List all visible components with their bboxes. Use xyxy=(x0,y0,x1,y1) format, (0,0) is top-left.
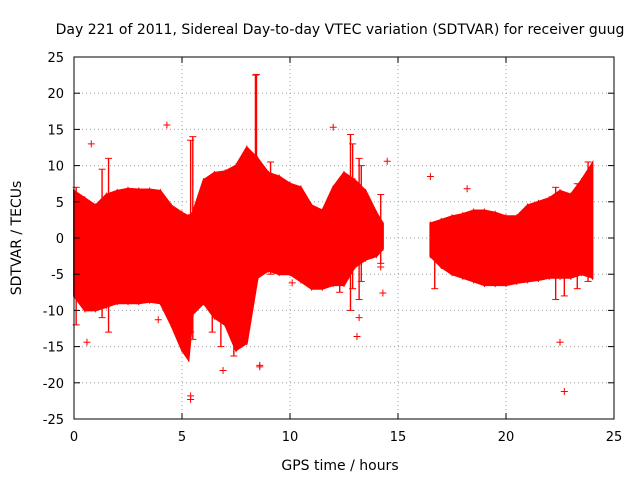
y-tick-label: 10 xyxy=(47,160,64,175)
data-point xyxy=(187,395,195,403)
y-tick-label: 20 xyxy=(47,87,64,102)
y-tick-label: -20 xyxy=(43,377,64,392)
data-point xyxy=(560,387,568,395)
axis-ticks: 0 5 10 15 20 25 -25 -20 -15 -10 -5 0 5 10 15 20 25 xyxy=(43,51,623,445)
data-point xyxy=(329,123,337,131)
data-point xyxy=(426,172,434,180)
x-tick-label: 15 xyxy=(390,430,407,445)
chart-title: Day 221 of 2011, Sidereal Day-to-day VTE… xyxy=(56,22,625,38)
data-point xyxy=(379,289,387,297)
y-tick-label: -10 xyxy=(43,304,64,319)
data-cloud xyxy=(73,145,594,363)
data-point xyxy=(377,263,385,271)
y-tick-label: 0 xyxy=(56,232,64,247)
data-point xyxy=(87,140,95,148)
data-point xyxy=(353,332,361,340)
x-axis-label: GPS time / hours xyxy=(281,458,398,474)
data-point xyxy=(383,157,391,165)
data-point xyxy=(463,185,471,193)
data-point xyxy=(154,316,162,324)
y-axis-label: SDTVAR / TECUs xyxy=(9,181,25,296)
x-tick-label: 0 xyxy=(70,430,78,445)
y-tick-label: 5 xyxy=(56,196,64,211)
data-point xyxy=(163,121,171,129)
y-tick-label: -15 xyxy=(43,341,64,356)
data-point xyxy=(288,279,296,287)
y-tick-label: 25 xyxy=(47,51,64,66)
y-tick-label: -25 xyxy=(43,413,64,428)
data-point xyxy=(219,366,227,374)
data-point xyxy=(355,314,363,322)
data-points xyxy=(72,73,592,403)
y-tick-label: 15 xyxy=(47,123,64,138)
data-band-late xyxy=(429,160,594,287)
x-tick-label: 20 xyxy=(498,430,515,445)
data-band-early xyxy=(73,145,384,363)
data-point xyxy=(83,338,91,346)
data-point xyxy=(556,338,564,346)
data-point xyxy=(256,363,264,371)
x-tick-label: 10 xyxy=(282,430,299,445)
y-tick-label: -5 xyxy=(51,268,64,283)
x-tick-label: 25 xyxy=(606,430,623,445)
x-tick-label: 5 xyxy=(178,430,186,445)
